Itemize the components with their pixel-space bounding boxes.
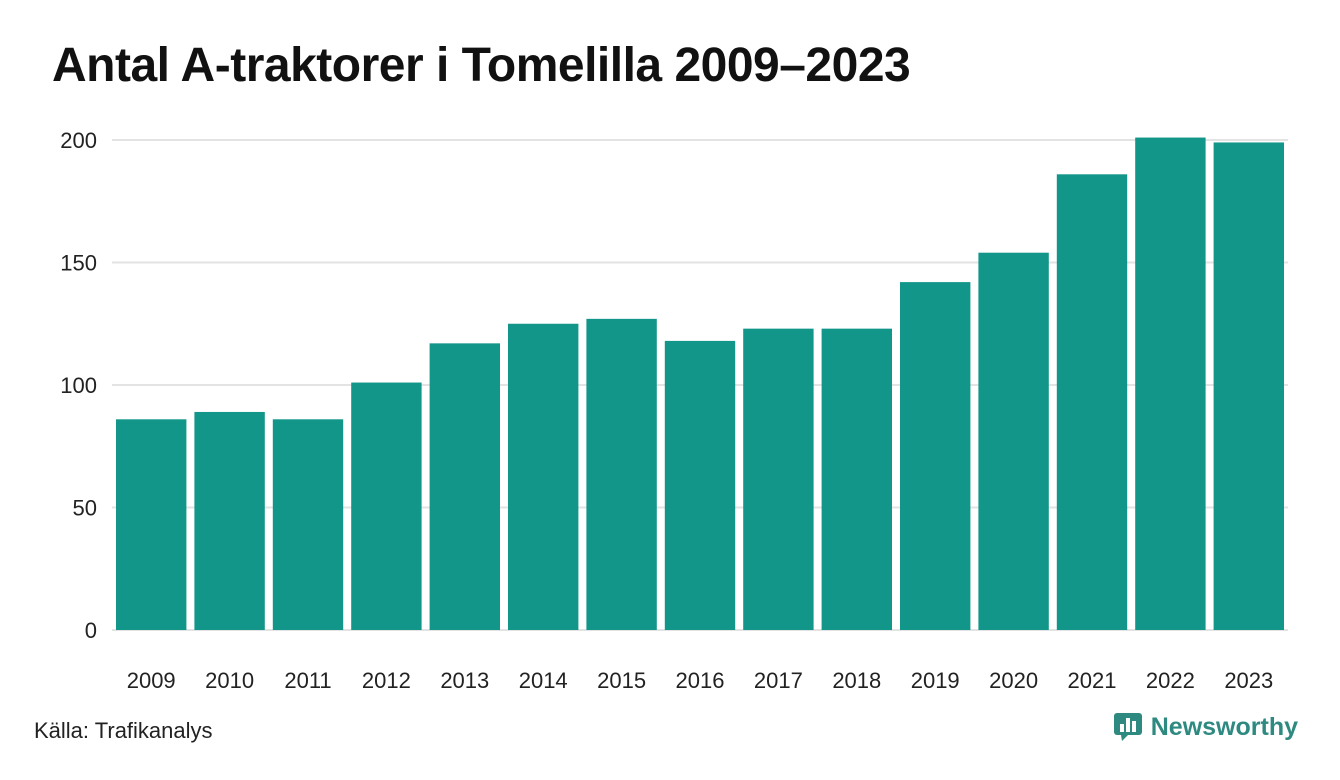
brand-logo: Newsworthy bbox=[1113, 712, 1298, 742]
x-tick-label: 2023 bbox=[1224, 668, 1273, 693]
bar-2020 bbox=[978, 252, 1049, 630]
bar-2010 bbox=[194, 411, 265, 630]
y-tick-label: 100 bbox=[60, 373, 97, 398]
bar-chart: 0 50 100 150 200 2009 2010 2011 2012 2013 2014 201… bbox=[60, 128, 1288, 693]
bar-chart-speech-icon bbox=[1113, 713, 1142, 741]
y-tick-label: 50 bbox=[73, 496, 97, 521]
x-tick-label: 2010 bbox=[205, 668, 254, 693]
bars bbox=[116, 137, 1284, 631]
source-label: Källa: Trafikanalys bbox=[34, 718, 213, 743]
bar-2019 bbox=[900, 282, 971, 630]
x-tick-label: 2012 bbox=[362, 668, 411, 693]
bar-2012 bbox=[351, 382, 422, 630]
bar-2018 bbox=[821, 328, 892, 630]
chart-title: Antal A-traktorer i Tomelilla 2009–2023 bbox=[52, 39, 911, 92]
x-tick-label: 2015 bbox=[597, 668, 646, 693]
bar-2016 bbox=[664, 340, 736, 630]
x-tick-label: 2020 bbox=[989, 668, 1038, 693]
bar-2013 bbox=[429, 343, 500, 630]
x-tick-label: 2013 bbox=[440, 668, 489, 693]
x-tick-label: 2017 bbox=[754, 668, 803, 693]
y-tick-label: 200 bbox=[60, 128, 97, 153]
y-tick-label: 0 bbox=[85, 618, 97, 643]
bar-2022 bbox=[1135, 137, 1206, 631]
x-tick-label: 2019 bbox=[911, 668, 960, 693]
x-tick-label: 2014 bbox=[519, 668, 568, 693]
x-tick-label: 2016 bbox=[676, 668, 725, 693]
bar-2017 bbox=[743, 328, 814, 630]
bar-2023 bbox=[1213, 142, 1284, 630]
bar-2011 bbox=[272, 419, 344, 630]
x-tick-label: 2009 bbox=[127, 668, 176, 693]
brand-name: Newsworthy bbox=[1150, 712, 1298, 741]
y-tick-label: 150 bbox=[60, 251, 97, 276]
x-axis-tick-labels: 2009 2010 2011 2012 2013 2014 2015 2016 2017 2018… bbox=[127, 668, 1274, 693]
x-tick-label: 2021 bbox=[1068, 668, 1117, 693]
bar-2009 bbox=[116, 419, 187, 630]
bar-2014 bbox=[508, 323, 579, 630]
x-tick-label: 2011 bbox=[284, 668, 331, 693]
y-axis-tick-labels: 0 50 100 150 200 bbox=[60, 128, 97, 643]
x-tick-label: 2018 bbox=[832, 668, 881, 693]
bar-2015 bbox=[586, 318, 657, 630]
x-tick-label: 2022 bbox=[1146, 668, 1195, 693]
bar-2021 bbox=[1056, 174, 1128, 631]
